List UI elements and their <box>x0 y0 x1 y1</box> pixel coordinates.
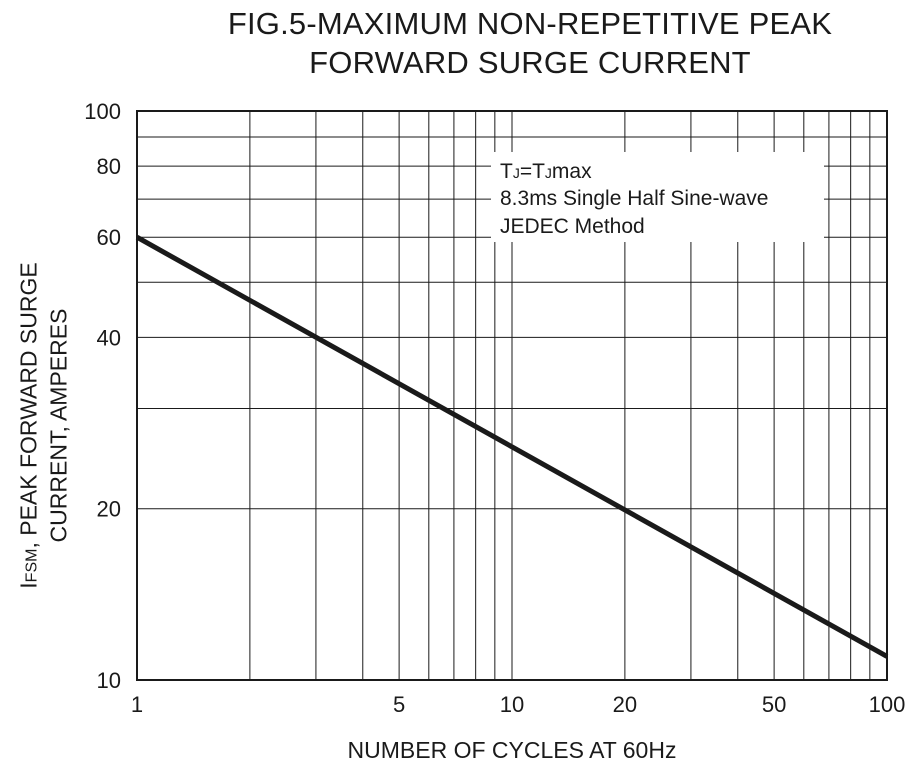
chart-title-line-1: FIG.5-MAXIMUM NON-REPETITIVE PEAK <box>227 6 833 41</box>
x-tick-label-1: 1 <box>131 692 143 717</box>
series-line-0 <box>135 235 889 659</box>
y-axis-label-line-1: IFSM, PEAK FORWARD SURGE <box>15 262 42 589</box>
x-axis-label: NUMBER OF CYCLES AT 60Hz <box>347 737 677 763</box>
x-tick-label-5: 5 <box>393 692 405 717</box>
chart-title: FIG.5-MAXIMUM NON-REPETITIVE PEAK FORWAR… <box>140 4 915 82</box>
plot-frame <box>136 110 888 681</box>
y-tick-labels: 10 20 40 60 80 100 <box>84 99 121 693</box>
y-tick-label-20: 20 <box>97 497 121 522</box>
annotation-box <box>491 152 824 242</box>
y-tick-label-100: 100 <box>84 99 121 124</box>
annotation: TJ=TJmax 8.3ms Single Half Sine-wave JED… <box>491 152 824 242</box>
y-tick-label-60: 60 <box>97 225 121 250</box>
y-axis-label-line-2: CURRENT, AMPERES <box>45 308 72 543</box>
chart-title-line-2: FORWARD SURGE CURRENT <box>309 45 751 80</box>
annotation-method: JEDEC Method <box>500 215 645 238</box>
y-tick-label-40: 40 <box>97 325 121 350</box>
x-tick-label-20: 20 <box>613 692 637 717</box>
plot-border <box>136 110 888 681</box>
y-tick-label-80: 80 <box>97 154 121 179</box>
y-axis-label: IFSM, PEAK FORWARD SURGE CURRENT, AMPERE… <box>16 106 73 746</box>
x-tick-label-10: 10 <box>500 692 524 717</box>
y-tick-label-10: 10 <box>97 668 121 693</box>
x-tick-labels: 1 5 10 20 50 100 <box>131 692 905 717</box>
x-tick-label-100: 100 <box>869 692 906 717</box>
x-tick-label-50: 50 <box>762 692 786 717</box>
annotation-tj: TJ=TJmax <box>500 160 592 183</box>
annotation-waveform: 8.3ms Single Half Sine-wave <box>500 187 768 210</box>
series <box>135 235 889 659</box>
